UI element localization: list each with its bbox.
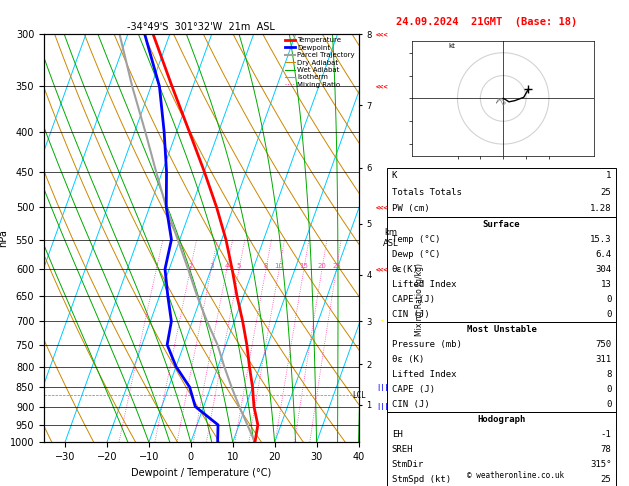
Text: θε(K): θε(K): [392, 265, 419, 274]
Text: 750: 750: [595, 340, 611, 349]
Text: CIN (J): CIN (J): [392, 310, 430, 319]
Text: 20: 20: [318, 263, 326, 269]
Y-axis label: hPa: hPa: [0, 229, 8, 247]
Text: Dewp (°C): Dewp (°C): [392, 250, 440, 259]
Text: -1: -1: [601, 430, 611, 439]
Text: 0: 0: [606, 400, 611, 409]
Text: 15.3: 15.3: [590, 235, 611, 244]
Text: <<<: <<<: [376, 83, 389, 89]
Text: 13: 13: [601, 280, 611, 289]
Text: 4: 4: [225, 263, 229, 269]
Text: 311: 311: [595, 355, 611, 364]
Text: Pressure (mb): Pressure (mb): [392, 340, 462, 349]
Text: Lifted Index: Lifted Index: [392, 280, 457, 289]
Text: Temp (°C): Temp (°C): [392, 235, 440, 244]
Text: Mixing Ratio (g/kg): Mixing Ratio (g/kg): [415, 263, 424, 336]
X-axis label: Dewpoint / Temperature (°C): Dewpoint / Temperature (°C): [131, 468, 271, 478]
Text: 315°: 315°: [590, 460, 611, 469]
Text: Surface: Surface: [483, 220, 520, 229]
Text: |||: |||: [376, 403, 389, 410]
Text: <<<: <<<: [376, 204, 389, 210]
Text: 15: 15: [299, 263, 308, 269]
Text: Hodograph: Hodograph: [477, 415, 526, 424]
Text: -: -: [381, 318, 384, 324]
Text: © weatheronline.co.uk: © weatheronline.co.uk: [467, 471, 564, 480]
Text: <<<: <<<: [376, 266, 389, 272]
Text: K: K: [392, 172, 398, 180]
Text: Most Unstable: Most Unstable: [467, 325, 537, 334]
Legend: Temperature, Dewpoint, Parcel Trajectory, Dry Adiabat, Wet Adiabat, Isotherm, Mi: Temperature, Dewpoint, Parcel Trajectory…: [285, 37, 355, 88]
Text: 5: 5: [237, 263, 242, 269]
Text: Lifted Index: Lifted Index: [392, 370, 457, 379]
Text: 0: 0: [606, 385, 611, 394]
Text: CIN (J): CIN (J): [392, 400, 430, 409]
Text: 0: 0: [606, 310, 611, 319]
Text: 1: 1: [154, 263, 159, 269]
Text: StmSpd (kt): StmSpd (kt): [392, 475, 451, 484]
Text: 1: 1: [606, 172, 611, 180]
Text: PW (cm): PW (cm): [392, 205, 430, 213]
Text: EH: EH: [392, 430, 403, 439]
Text: Totals Totals: Totals Totals: [392, 188, 462, 197]
Y-axis label: km
ASL: km ASL: [383, 228, 399, 248]
Title: -34°49'S  301°32'W  21m  ASL: -34°49'S 301°32'W 21m ASL: [127, 22, 276, 32]
Text: 304: 304: [595, 265, 611, 274]
Text: <<<: <<<: [376, 31, 389, 37]
Text: 0: 0: [606, 295, 611, 304]
Text: 3: 3: [209, 263, 214, 269]
Text: StmDir: StmDir: [392, 460, 424, 469]
Text: |||: |||: [376, 383, 389, 391]
Text: SREH: SREH: [392, 445, 413, 454]
Text: θε (K): θε (K): [392, 355, 424, 364]
Text: 2: 2: [188, 263, 192, 269]
Text: 8: 8: [264, 263, 268, 269]
Text: kt: kt: [448, 43, 455, 49]
Text: 8: 8: [606, 370, 611, 379]
Text: 25: 25: [601, 475, 611, 484]
Text: 6.4: 6.4: [595, 250, 611, 259]
Text: CAPE (J): CAPE (J): [392, 385, 435, 394]
Text: 78: 78: [601, 445, 611, 454]
Text: CAPE (J): CAPE (J): [392, 295, 435, 304]
Text: 1.28: 1.28: [590, 205, 611, 213]
Text: 25: 25: [601, 188, 611, 197]
Text: 25: 25: [332, 263, 341, 269]
Text: 24.09.2024  21GMT  (Base: 18): 24.09.2024 21GMT (Base: 18): [396, 17, 577, 27]
Text: 10: 10: [275, 263, 284, 269]
Text: LCL: LCL: [352, 391, 366, 399]
